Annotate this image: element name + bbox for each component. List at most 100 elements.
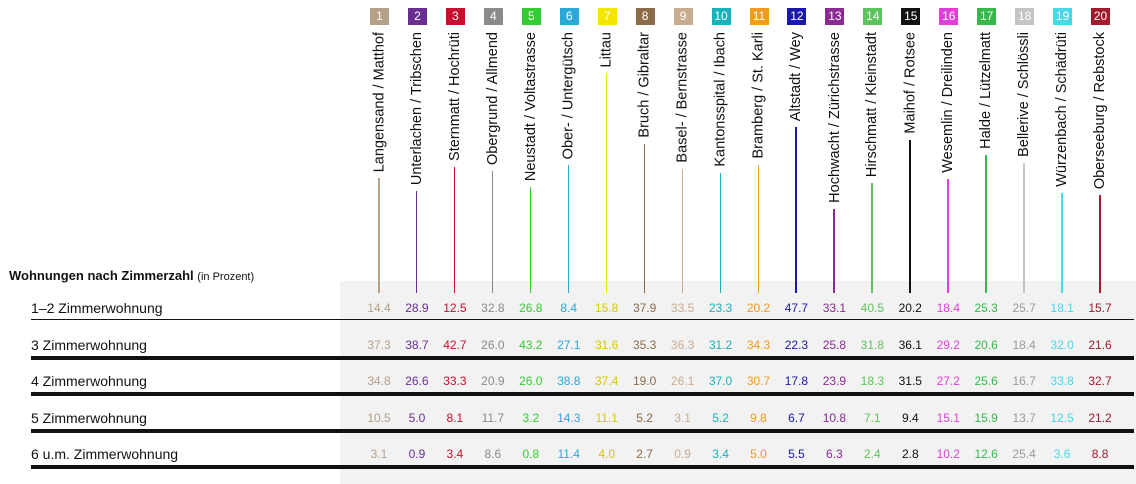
table-cell: 30.7 — [746, 374, 771, 388]
table-cell: 5.2 — [636, 411, 653, 425]
table-cell: 21.2 — [1088, 411, 1112, 425]
table-cell: 21.6 — [1088, 338, 1112, 352]
table-cell: 3.6 — [1053, 447, 1071, 461]
table-cell: 18.3 — [860, 374, 885, 388]
table-cell: 20.9 — [481, 374, 505, 388]
table-cell: 22.3 — [784, 338, 809, 352]
district-column: 18 Bellerive / Schlössli — [1005, 0, 1043, 484]
district-leader-line — [567, 165, 570, 293]
table-cell: 13.7 — [1012, 411, 1036, 425]
table-cell: 25.3 — [974, 301, 998, 315]
district-number-badge: 9 — [673, 8, 693, 25]
table-cell: 27.1 — [557, 338, 581, 352]
table-cell: 25.8 — [822, 338, 847, 352]
table-cell: 31.6 — [595, 338, 619, 352]
table-cell: 38.8 — [557, 374, 581, 388]
district-column: 2 Unterlachen / Tribschen — [398, 0, 436, 484]
table-cell: 19.0 — [632, 374, 657, 388]
district-column: 10 Kantonsspital / Ibach — [702, 0, 740, 484]
table-cell: 14.3 — [557, 411, 581, 425]
table-cell: 2.7 — [636, 447, 653, 461]
district-number-badge: 4 — [483, 8, 503, 25]
district-leader-line — [491, 171, 494, 293]
row-label: 4 Zimmerwohnung — [31, 373, 147, 389]
table-cell: 37.4 — [595, 374, 619, 388]
table-cell: 3.1 — [674, 411, 691, 425]
district-leader-line — [1023, 162, 1025, 293]
table-cell: 33.5 — [670, 301, 695, 315]
table-title: Wohnungen nach Zimmerzahl (in Prozent) — [9, 268, 254, 283]
district-name: Neustadt / Voltastrasse — [522, 32, 539, 182]
table-cell: 10.5 — [367, 411, 391, 425]
table-cell: 26.6 — [405, 374, 429, 388]
table-cell: 38.7 — [405, 338, 429, 352]
table-cell: 6.3 — [826, 447, 843, 461]
table-cell: 18.1 — [1050, 301, 1074, 315]
table-cell: 8.8 — [1091, 447, 1109, 461]
row-separator — [31, 465, 1134, 469]
table-cell: 31.2 — [708, 338, 733, 352]
district-number-badge: 13 — [825, 8, 845, 25]
table-cell: 3.2 — [522, 411, 540, 425]
district-leader-line — [833, 208, 835, 293]
district-name: Altstadt / Wey — [788, 32, 805, 122]
district-name: Kantonsspital / Ibach — [712, 32, 729, 167]
table-cell: 37.9 — [632, 301, 657, 315]
table-cell: 14.4 — [367, 301, 391, 315]
district-leader-line — [1099, 195, 1101, 293]
table-cell: 31.8 — [860, 338, 885, 352]
table-cell: 28.9 — [405, 301, 429, 315]
table-cell: 26.1 — [670, 374, 695, 388]
table-cell: 32.8 — [481, 301, 505, 315]
district-number-badge: 16 — [939, 8, 959, 25]
title-unit: (in Prozent) — [197, 271, 255, 283]
table-cell: 31.5 — [898, 374, 922, 388]
district-name: Obergrund / Allmend — [484, 32, 501, 165]
district-name: Littau — [598, 32, 615, 68]
table-cell: 20.6 — [974, 338, 998, 352]
table-cell: 0.8 — [522, 447, 540, 461]
table-cell: 12.5 — [1050, 411, 1074, 425]
table-cell: 27.2 — [936, 374, 960, 388]
table-cell: 5.0 — [750, 447, 767, 461]
district-leader-line — [719, 172, 722, 293]
table-cell: 17.8 — [784, 374, 809, 388]
district-name: Langensand / Matthof — [371, 32, 387, 173]
district-column: 20 Oberseeburg / Rebstock — [1081, 0, 1119, 484]
table-cell: 25.6 — [974, 374, 998, 388]
table-cell: 34.8 — [367, 374, 391, 388]
table-cell: 43.2 — [519, 338, 543, 352]
table-cell: 4.0 — [598, 447, 616, 461]
table-cell: 3.1 — [370, 447, 388, 461]
table-cell: 18.4 — [1012, 338, 1036, 352]
table-cell: 5.2 — [712, 411, 729, 425]
table-cell: 8.4 — [560, 301, 578, 315]
district-leader-line — [757, 164, 759, 293]
district-number-badge: 12 — [787, 8, 807, 25]
row-separator — [31, 356, 1134, 360]
table-cell: 5.0 — [408, 411, 426, 425]
district-column: 9 Basel- / Bernstrasse — [664, 0, 702, 484]
table-cell: 9.4 — [901, 411, 919, 425]
district-column: 13 Hochwacht / Zürichstrasse — [815, 0, 853, 484]
table-cell: 33.1 — [822, 301, 847, 315]
table-cell: 15.8 — [595, 301, 619, 315]
district-number-badge: 7 — [597, 8, 617, 25]
district-leader-line — [1061, 192, 1063, 293]
table-cell: 34.3 — [746, 338, 771, 352]
district-column: 15 Maihof / Rotsee — [891, 0, 929, 484]
table-cell: 18.4 — [936, 301, 960, 315]
table-cell: 33.8 — [1050, 374, 1074, 388]
district-column: 14 Hirschmatt / Kleinstadt — [853, 0, 891, 484]
table-cell: 37.3 — [367, 338, 391, 352]
table-cell: 35.3 — [632, 338, 657, 352]
table-cell: 3.4 — [446, 447, 464, 461]
district-name: Sternmatt / Hochrüti — [446, 32, 463, 161]
table-cell: 8.1 — [446, 411, 464, 425]
district-name: Halde / Lützelmatt — [978, 32, 995, 149]
table-cell: 7.1 — [864, 411, 881, 425]
row-label: 5 Zimmerwohnung — [31, 410, 147, 426]
district-name: Bramberg / St. Karli — [750, 32, 767, 159]
district-number-badge: 20 — [1091, 8, 1111, 25]
table-cell: 6.7 — [788, 411, 805, 425]
